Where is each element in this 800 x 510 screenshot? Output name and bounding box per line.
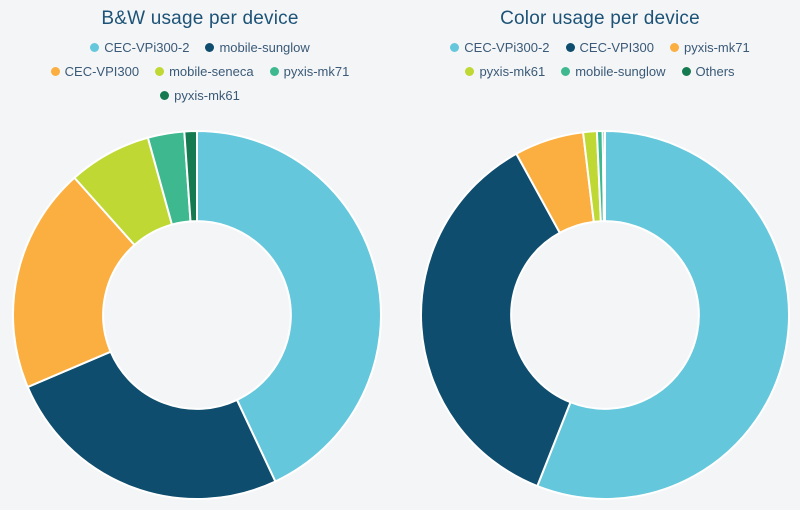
- legend-row: CEC-VPi300-2 CEC-VPI300 pyxis-mk71: [450, 40, 750, 55]
- legend-swatch-icon: [669, 43, 679, 52]
- legend-swatch-icon: [50, 67, 60, 76]
- legend-item-pyxis-mk71[interactable]: pyxis-mk71: [269, 64, 350, 79]
- legend-row: CEC-VPi300-2 mobile-sunglow: [90, 40, 310, 55]
- donut-slice-cec-vpi300-2[interactable]: [535, 130, 790, 500]
- legend-item-pyxis-mk61[interactable]: pyxis-mk61: [160, 88, 240, 103]
- legend-label: pyxis-mk71: [683, 40, 750, 55]
- legend-item-cec-vpi300-2[interactable]: CEC-VPi300-2: [450, 40, 550, 55]
- legend-label: pyxis-mk71: [283, 64, 350, 79]
- chart-panel-bw-usage: B&W usage per device CEC-VPi300-2 mobile-…: [0, 8, 400, 500]
- legend-item-others[interactable]: Others: [681, 64, 735, 79]
- donut-slice-cec-vpi300[interactable]: [12, 176, 136, 389]
- legend-row: pyxis-mk61: [160, 88, 240, 103]
- legend-label: CEC-VPi300-2: [104, 40, 190, 55]
- donut-slice-cec-vpi300[interactable]: [420, 152, 572, 488]
- legend-swatch-icon: [160, 91, 170, 100]
- legend-label: mobile-sunglow: [575, 64, 666, 79]
- chart-panel-color-usage: Color usage per device CEC-VPi300-2 CEC-V…: [400, 0, 800, 510]
- legend-label: mobile-sunglow: [219, 40, 310, 55]
- legend-swatch-icon: [155, 67, 165, 76]
- legend-swatch-icon: [205, 43, 215, 52]
- legend-item-mobile-seneca[interactable]: mobile-seneca: [155, 64, 254, 79]
- legend-row: CEC-VPI300 mobile-seneca pyxis-mk71: [50, 64, 350, 79]
- chart-title-bw-usage: B&W usage per device: [101, 8, 299, 29]
- legend-item-cec-vpi300[interactable]: CEC-VPI300: [565, 40, 654, 55]
- legend-swatch-icon: [269, 67, 279, 76]
- legend-swatch-icon: [90, 43, 100, 52]
- chart-legend-bw-usage: CEC-VPi300-2 mobile-sunglow CEC-VPI300 mobi…: [0, 40, 400, 112]
- legend-swatch-icon: [450, 43, 460, 52]
- legend-item-pyxis-mk61[interactable]: pyxis-mk61: [465, 64, 545, 79]
- donut-slice-others[interactable]: [601, 130, 606, 223]
- legend-label: mobile-seneca: [169, 64, 254, 79]
- chart-legend-color-usage: CEC-VPi300-2 CEC-VPI300 pyxis-mk71 pyxis-mk…: [400, 40, 800, 88]
- donut-chart-color-usage: [420, 130, 790, 500]
- donut-chart-bw-usage: [12, 130, 382, 500]
- donut-slice-pyxis-mk61[interactable]: [183, 130, 198, 223]
- donut-slice-cec-vpi300-2[interactable]: [196, 130, 382, 483]
- legend-label: pyxis-mk61: [174, 88, 240, 103]
- chart-title-color-usage: Color usage per device: [500, 8, 700, 29]
- legend-label: Others: [695, 64, 735, 79]
- legend-item-pyxis-mk71[interactable]: pyxis-mk71: [669, 40, 750, 55]
- legend-swatch-icon: [681, 67, 691, 76]
- legend-label: CEC-VPI300: [579, 40, 654, 55]
- legend-row: pyxis-mk61 mobile-sunglow Others: [465, 64, 735, 79]
- legend-item-cec-vpi300-2[interactable]: CEC-VPi300-2: [90, 40, 189, 55]
- legend-item-mobile-sunglow[interactable]: mobile-sunglow: [205, 40, 310, 55]
- legend-swatch-icon: [465, 67, 475, 76]
- legend-swatch-icon: [565, 43, 575, 52]
- legend-item-cec-vpi300[interactable]: CEC-VPI300: [50, 64, 140, 79]
- legend-swatch-icon: [561, 67, 571, 76]
- donut-slice-mobile-sunglow[interactable]: [26, 350, 277, 500]
- legend-label: CEC-VPI300: [64, 64, 140, 79]
- legend-item-mobile-sunglow[interactable]: mobile-sunglow: [561, 64, 666, 79]
- legend-label: CEC-VPi300-2: [464, 40, 550, 55]
- legend-label: pyxis-mk61: [479, 64, 546, 79]
